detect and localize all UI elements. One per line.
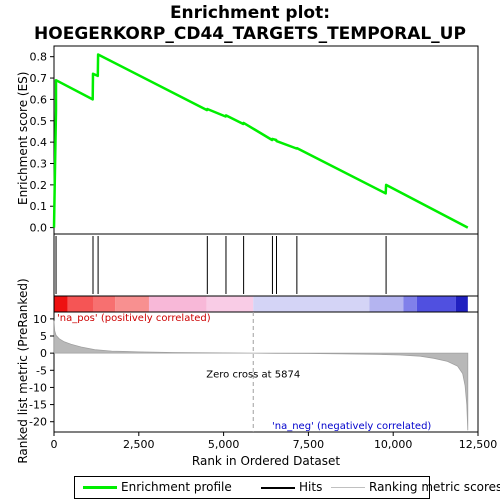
rank-xtick-label: 10,000 [374,438,413,451]
heat-bar-segment [54,296,68,312]
es-ytick-label: 0.5 [30,115,48,128]
metric-axis-label: Ranked list metric (PreRanked) [16,278,30,464]
legend-swatch-hits [261,487,295,489]
heat-bar-segment [93,296,116,312]
metric-ytick-label: -15 [29,399,47,412]
es-ytick-label: 0.6 [30,93,48,106]
neg-correlated-label: 'na_neg' (negatively correlated) [272,421,431,432]
rank-xtick-label: 5,000 [208,438,240,451]
heat-bar-segment [253,296,370,312]
zero-cross-label: Zero cross at 5874 [206,370,300,381]
metric-ytick-label: 5 [40,330,47,343]
es-ytick-label: 0.3 [30,158,48,171]
es-ytick-label: 0.4 [30,136,48,149]
metric-ytick-label: 10 [33,313,47,326]
rank-xtick-label: 0 [51,438,58,451]
legend: Enrichment profile Hits Ranking metric s… [74,476,500,499]
es-ytick-label: 0.1 [30,200,48,213]
heat-bar-segment [206,296,254,312]
es-ytick-label: 0.7 [30,72,48,85]
heat-bar-segment [416,296,456,312]
es-ytick-label: 0.8 [30,51,48,64]
heat-bar-segment [115,296,149,312]
hits-panel-frame [53,233,479,297]
heat-bar-segment [148,296,207,312]
enrichment-profile-line [52,53,469,229]
legend-swatch-enrichment [83,486,117,489]
es-axis-label: Enrichment score (ES) [16,71,30,205]
pos-correlated-label: 'na_pos' (positively correlated) [57,313,211,324]
heat-bar-segment [455,296,468,312]
legend-label-hits: Hits [299,480,323,494]
metric-ytick-label: -10 [29,381,47,394]
ranking-metric-area [53,320,469,431]
rank-xtick-label: 12,500 [459,438,498,451]
legend-label-metric: Ranking metric scores [369,480,500,494]
metric-ytick-label: -20 [29,416,47,429]
plot-title-line1: Enrichment plot: [169,3,331,23]
metric-ytick-label: 0 [40,347,47,360]
heat-bar-frame [53,295,479,313]
heat-bar-segment [403,296,417,312]
metric-ytick-label: -5 [36,364,47,377]
legend-swatch-metric [331,487,365,488]
rank-xtick-label: 7,500 [293,438,325,451]
es-ytick-label: 0.2 [30,179,48,192]
es-panel-frame [53,45,479,235]
es-ytick-label: 0.0 [30,222,48,235]
heat-bar-segment [369,296,404,312]
plot-title-line2: HOEGERKORP_CD44_TARGETS_TEMPORAL_UP [34,24,466,44]
rank-xtick-label: 2,500 [123,438,155,451]
heat-bar-segment [67,296,94,312]
legend-label-enrichment: Enrichment profile [121,480,232,494]
metric-panel-frame [53,311,479,433]
rank-axis-label: Rank in Ordered Dataset [191,454,341,468]
